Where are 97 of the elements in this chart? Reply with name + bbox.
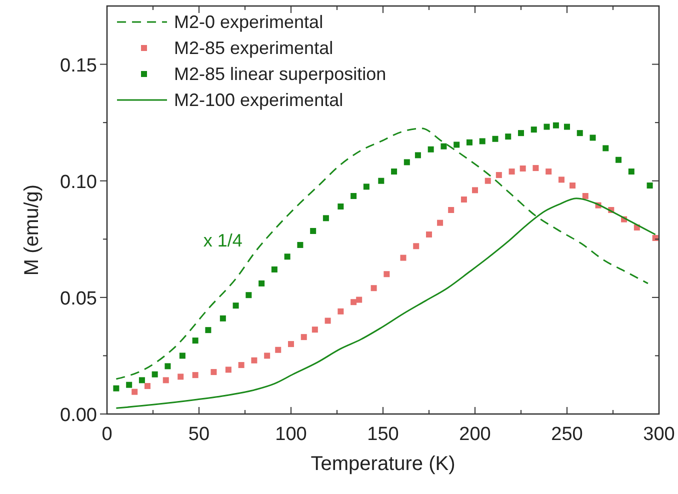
x-tick-label: 300	[643, 424, 675, 445]
point	[454, 142, 460, 148]
point	[251, 357, 258, 364]
point	[297, 242, 304, 248]
legend-label: M2-0 experimental	[174, 12, 324, 32]
point	[552, 122, 559, 128]
point	[178, 374, 184, 380]
y-tick-label: 0.05	[60, 288, 97, 310]
point	[564, 124, 570, 130]
point	[413, 243, 420, 250]
point	[338, 204, 344, 210]
x-tick-label: 250	[551, 424, 583, 445]
point	[132, 388, 138, 395]
point	[570, 182, 576, 189]
point	[492, 136, 498, 142]
point	[437, 220, 444, 226]
annotation: x 1/4	[203, 230, 242, 251]
point	[546, 168, 552, 175]
point	[428, 146, 434, 152]
point	[378, 178, 384, 184]
point	[312, 326, 318, 333]
point	[232, 302, 239, 309]
legend-label: M2-85 experimental	[174, 38, 334, 58]
point	[271, 266, 278, 272]
point	[370, 285, 377, 292]
y-tick-label: 0.00	[60, 405, 97, 426]
point	[138, 377, 145, 384]
legend-label: M2-85 linear superposition	[174, 64, 386, 84]
point	[576, 130, 583, 136]
x-tick-label: 0	[102, 424, 112, 445]
x-axis-title: Temperature (K)	[310, 453, 456, 475]
point	[300, 334, 307, 340]
point	[646, 182, 653, 189]
point	[558, 176, 564, 183]
point	[602, 145, 609, 152]
x-tick-label: 100	[275, 424, 307, 445]
point	[532, 165, 539, 172]
point	[275, 346, 282, 353]
point	[162, 377, 169, 384]
point	[391, 168, 398, 175]
point	[414, 152, 421, 158]
x-tick-label: 50	[188, 424, 210, 445]
point	[264, 352, 270, 359]
point	[544, 124, 550, 130]
point	[652, 234, 658, 241]
point	[466, 139, 472, 146]
point	[400, 254, 406, 261]
point	[582, 193, 588, 200]
point	[322, 215, 329, 222]
point	[505, 134, 512, 140]
point	[210, 369, 217, 376]
point	[496, 172, 502, 178]
point	[404, 159, 410, 166]
point	[113, 385, 120, 392]
point	[484, 178, 491, 184]
point	[518, 130, 524, 136]
point	[220, 315, 226, 322]
point	[179, 352, 186, 359]
point	[192, 372, 198, 378]
point	[616, 156, 622, 163]
point	[356, 296, 362, 303]
point	[310, 228, 316, 234]
point	[426, 231, 432, 238]
point	[164, 363, 171, 370]
point	[628, 168, 634, 175]
point	[530, 126, 537, 133]
point	[284, 254, 290, 260]
point	[338, 308, 344, 314]
point	[440, 143, 447, 150]
point	[472, 187, 478, 194]
x-tick-label: 150	[367, 424, 399, 445]
point	[520, 166, 526, 172]
point	[590, 134, 596, 141]
point	[350, 193, 357, 200]
legend-label: M2-100 experimental	[174, 90, 344, 110]
point	[384, 271, 390, 278]
point	[350, 299, 357, 306]
point	[460, 196, 467, 203]
point	[205, 327, 212, 334]
point	[288, 341, 294, 348]
point	[246, 292, 252, 298]
y-tick-label: 0.10	[60, 172, 97, 193]
point	[363, 184, 370, 190]
y-tick-label: 0.15	[60, 55, 97, 76]
point	[324, 318, 331, 324]
point	[126, 382, 132, 388]
point	[479, 138, 486, 144]
point	[258, 280, 265, 286]
point	[225, 366, 232, 373]
y-axis-title: M (emu/g)	[21, 184, 43, 276]
x-tick-label: 200	[459, 424, 491, 445]
point	[192, 338, 198, 344]
point	[508, 168, 515, 175]
point	[238, 362, 244, 368]
point	[152, 371, 158, 378]
point	[448, 207, 454, 213]
point	[144, 383, 150, 390]
